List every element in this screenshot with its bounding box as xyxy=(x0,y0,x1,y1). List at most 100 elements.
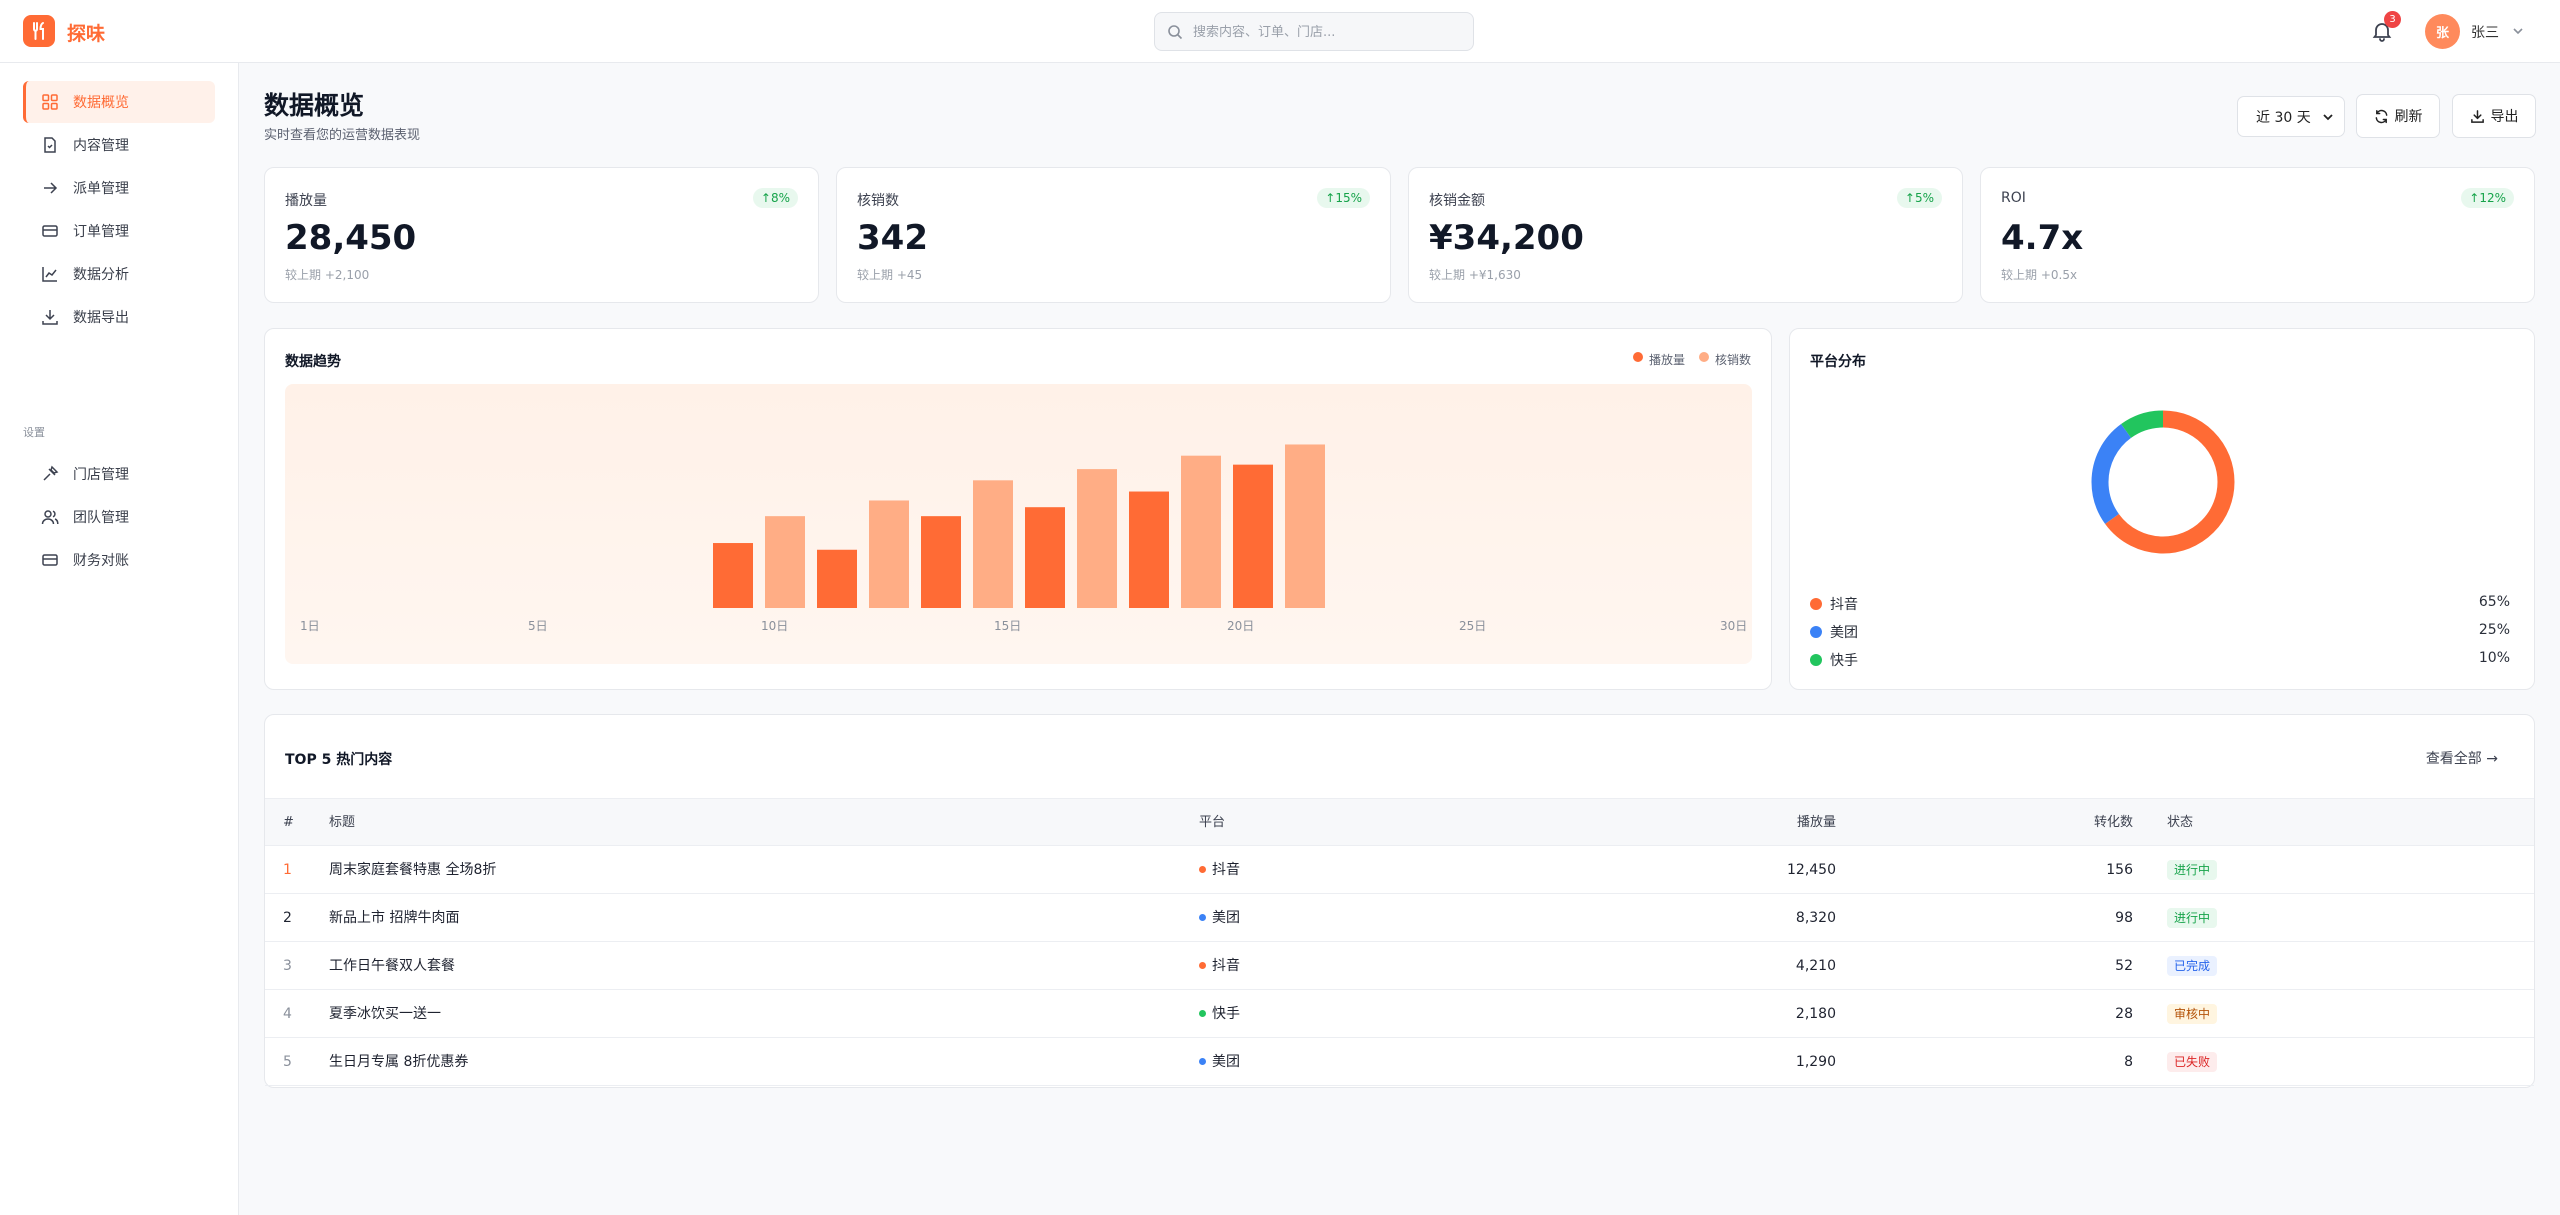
stat-value: ¥34,200 xyxy=(1429,218,1584,258)
platform-legend-row: 抖音 65% xyxy=(1810,594,2510,614)
line-chart-icon xyxy=(42,267,57,282)
row-platform-label: 抖音 xyxy=(1212,958,1240,974)
x-tick-label: 10日 xyxy=(761,619,788,633)
row-status: 已失败 xyxy=(2167,1038,2218,1086)
bar-plays xyxy=(1025,507,1065,608)
trend-bar-chart: 1日 5日 10日 15日 20日 25日 30日 xyxy=(300,444,1747,633)
legend-swatch xyxy=(1698,352,1709,362)
sidebar-item-label: 数据分析 xyxy=(73,267,129,283)
row-platform: 美团 xyxy=(1199,1038,1240,1086)
legend-label: 快手 xyxy=(1830,653,1858,669)
sidebar-item-dispatch[interactable]: 派单管理 xyxy=(23,167,215,209)
sidebar-item-label: 数据导出 xyxy=(73,310,129,326)
row-platform-label: 抖音 xyxy=(1212,862,1240,878)
donut-slice xyxy=(2091,410,2235,554)
x-tick-label: 25日 xyxy=(1459,619,1486,633)
stat-card-plays: 播放量 ↑8% 28,450 较上期 +2,100 xyxy=(264,167,819,303)
legend-percent: 25% xyxy=(2478,622,2510,638)
sidebar-item-label: 门店管理 xyxy=(73,467,129,483)
arrow-right-icon xyxy=(44,182,58,194)
status-badge: 进行中 xyxy=(2167,908,2218,928)
status-badge: 已失败 xyxy=(2167,1052,2218,1072)
bell-icon[interactable] xyxy=(2370,19,2394,43)
table-row[interactable]: 2 新品上市 招牌牛肉面 美团 8,320 98 进行中 xyxy=(265,894,2534,942)
row-plays: 8,320 xyxy=(1795,910,1836,926)
sidebar: 数据概览 内容管理 派单管理 订单管理 数据分析 数据导出 设置 门店管理 团队… xyxy=(0,63,239,1215)
sidebar-item-overview[interactable]: 数据概览 xyxy=(23,81,215,123)
top-bar: 探味 3 张 张三 xyxy=(0,0,2560,63)
refresh-button[interactable]: 刷新 xyxy=(2356,94,2440,138)
table-row[interactable]: 1 周末家庭套餐特惠 全场8折 抖音 12,450 156 进行中 xyxy=(265,846,2534,894)
row-status: 已完成 xyxy=(2167,942,2218,990)
top5-title: TOP 5 热门内容 xyxy=(285,752,393,768)
sidebar-item-export[interactable]: 数据导出 xyxy=(23,296,215,338)
bar-plays xyxy=(817,549,857,608)
table-row[interactable]: 5 生日月专属 8折优惠券 美团 1,290 8 已失败 xyxy=(265,1038,2534,1086)
trend-title: 数据趋势 xyxy=(285,354,341,370)
sidebar-item-analytics[interactable]: 数据分析 xyxy=(23,253,215,295)
page-title: 数据概览 xyxy=(264,91,365,120)
platform-dot xyxy=(1199,1058,1206,1065)
table-row[interactable]: 3 工作日午餐双人套餐 抖音 4,210 52 已完成 xyxy=(265,942,2534,990)
row-plays: 1,290 xyxy=(1795,1054,1836,1070)
export-label: 导出 xyxy=(2490,109,2519,125)
legend-label: 美团 xyxy=(1830,625,1858,641)
export-button[interactable]: 导出 xyxy=(2452,94,2536,138)
chevron-down-icon[interactable] xyxy=(2512,25,2524,37)
stat-value: 28,450 xyxy=(285,218,417,258)
row-plays: 2,180 xyxy=(1795,1006,1836,1022)
x-tick-label: 30日 xyxy=(1720,619,1747,633)
sidebar-item-label: 订单管理 xyxy=(73,224,129,240)
trend-chart-area: 1日 5日 10日 15日 20日 25日 30日 xyxy=(285,384,1752,664)
stat-card-roi: ROI ↑12% 4.7x 较上期 +0.5x xyxy=(1980,167,2535,303)
refresh-icon xyxy=(2375,109,2387,123)
search-input[interactable] xyxy=(1193,21,1463,43)
download-icon xyxy=(2470,109,2484,123)
row-conversions: 156 xyxy=(2106,862,2133,878)
row-title: 周末家庭套餐特惠 全场8折 xyxy=(329,862,497,878)
table-row[interactable]: 4 夏季冰饮买一送一 快手 2,180 28 审核中 xyxy=(265,990,2534,1038)
stat-compare: 较上期 +2,100 xyxy=(285,268,370,282)
status-badge: 审核中 xyxy=(2167,1004,2218,1024)
store-icon xyxy=(43,465,59,481)
date-range-select[interactable]: 近 30 天 xyxy=(2237,96,2345,137)
row-title: 夏季冰饮买一送一 xyxy=(329,1006,441,1022)
row-conversions: 28 xyxy=(2115,1006,2133,1022)
app-name[interactable]: 探味 xyxy=(67,23,106,45)
view-all-link[interactable]: 查看全部 → xyxy=(2425,751,2498,767)
notification-count-badge: 3 xyxy=(2384,11,2401,28)
row-platform-label: 快手 xyxy=(1212,1006,1240,1022)
chevron-down-icon xyxy=(2323,114,2333,121)
legend-swatch xyxy=(1810,598,1822,610)
row-conversions: 98 xyxy=(2115,910,2133,926)
row-platform: 快手 xyxy=(1199,990,1240,1038)
sidebar-item-stores[interactable]: 门店管理 xyxy=(23,453,215,495)
fork-knife-logo-icon xyxy=(23,15,55,47)
legend-percent: 65% xyxy=(2478,594,2510,610)
sidebar-item-orders[interactable]: 订单管理 xyxy=(23,210,215,252)
team-icon xyxy=(41,510,59,525)
stat-compare: 较上期 +0.5x xyxy=(2001,268,2078,282)
card-icon xyxy=(42,225,58,237)
page-subtitle: 实时查看您的运营数据表现 xyxy=(264,128,421,143)
legend-label: 抖音 xyxy=(1830,597,1858,613)
row-title: 生日月专属 8折优惠券 xyxy=(329,1054,469,1070)
bar-plays xyxy=(921,516,961,608)
sidebar-item-finance[interactable]: 财务对账 xyxy=(23,539,215,581)
search-box[interactable] xyxy=(1154,12,1474,51)
stat-label: 核销金额 xyxy=(1429,193,1485,209)
top5-card: TOP 5 热门内容 查看全部 → # 标题 平台 播放量 转化数 状态 1 周末… xyxy=(264,714,2535,1088)
search-icon xyxy=(1168,25,1183,40)
bar-redemptions xyxy=(1285,444,1325,608)
sidebar-item-team[interactable]: 团队管理 xyxy=(23,496,215,538)
platform-dot xyxy=(1199,914,1206,921)
user-name[interactable]: 张三 xyxy=(2471,25,2499,41)
bar-redemptions xyxy=(765,516,805,608)
settings-section-label: 设置 xyxy=(23,426,45,439)
row-rank: 3 xyxy=(283,958,292,974)
avatar[interactable]: 张 xyxy=(2425,14,2460,49)
legend-label: 播放量 xyxy=(1648,353,1685,367)
sidebar-item-content[interactable]: 内容管理 xyxy=(23,124,215,166)
bar-plays xyxy=(713,543,753,608)
row-rank: 2 xyxy=(283,910,292,926)
